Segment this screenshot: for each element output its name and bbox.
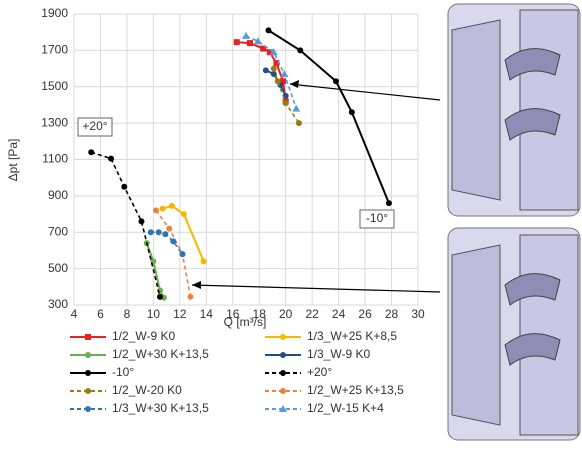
marker xyxy=(138,218,144,224)
legend-marker xyxy=(85,352,91,358)
x-tick-label: 30 xyxy=(411,307,425,321)
legend-item: -10° xyxy=(70,365,134,379)
marker xyxy=(88,149,94,155)
marker xyxy=(108,156,114,162)
legend-item: 1/2_W+25 K+13,5 xyxy=(265,383,404,397)
x-tick-label: 14 xyxy=(200,307,214,321)
legend-marker xyxy=(280,370,286,376)
legend-marker xyxy=(85,388,91,394)
marker xyxy=(349,109,355,115)
marker xyxy=(156,229,162,235)
y-axis-label: Δpt [Pa] xyxy=(6,139,20,182)
marker xyxy=(247,40,253,46)
marker xyxy=(153,207,159,213)
marker xyxy=(242,32,250,39)
x-tick-label: 4 xyxy=(71,307,78,321)
y-tick-label: 1300 xyxy=(41,115,68,129)
y-tick-label: 500 xyxy=(48,261,68,275)
x-tick-label: 26 xyxy=(358,307,372,321)
x-axis-label: Q [m³/s] xyxy=(224,315,267,329)
legend-label: 1/3_W-9 K0 xyxy=(307,347,370,361)
x-tick-label: 12 xyxy=(173,307,187,321)
legend-item: 1/2_W-9 K0 xyxy=(70,329,175,343)
y-tick-label: 1900 xyxy=(41,6,68,20)
legend-marker xyxy=(85,334,91,340)
legend-item: +20° xyxy=(265,365,332,379)
y-tick-label: 1700 xyxy=(41,43,68,57)
marker xyxy=(166,226,172,232)
legend-label: 1/2_W+30 K+13,5 xyxy=(112,347,209,361)
y-tick-label: 1100 xyxy=(42,152,68,166)
marker xyxy=(234,39,240,45)
legend-label: 1/2_W-15 K+4 xyxy=(307,401,384,415)
marker xyxy=(179,251,185,257)
marker xyxy=(283,100,289,106)
legend-item: 1/2_W-20 K0 xyxy=(70,383,182,397)
y-tick-label: 700 xyxy=(48,224,68,238)
legend-marker xyxy=(280,352,286,358)
legend-marker xyxy=(85,370,91,376)
legend-marker xyxy=(280,334,286,340)
annotation: -10° xyxy=(366,211,388,225)
marker xyxy=(271,66,277,72)
marker xyxy=(265,27,271,33)
marker xyxy=(297,47,303,53)
marker xyxy=(296,120,302,126)
y-tick-label: 900 xyxy=(48,188,68,202)
marker xyxy=(170,238,176,244)
x-tick-label: 28 xyxy=(385,307,399,321)
annotation: +20° xyxy=(82,119,107,133)
marker xyxy=(162,231,168,237)
marker xyxy=(386,200,392,206)
legend-label: +20° xyxy=(307,365,332,379)
y-tick-label: 1500 xyxy=(41,79,68,93)
legend-label: 1/2_W-9 K0 xyxy=(112,329,175,343)
legend-item: 1/2_W-15 K+4 xyxy=(265,401,384,415)
marker xyxy=(157,294,163,300)
x-tick-label: 20 xyxy=(279,307,293,321)
marker xyxy=(121,184,127,190)
legend-item: 1/3_W+30 K+13,5 xyxy=(70,401,209,415)
marker xyxy=(292,105,300,112)
x-tick-label: 24 xyxy=(332,307,346,321)
marker xyxy=(169,203,175,209)
arrow xyxy=(192,285,440,292)
marker xyxy=(263,67,269,73)
turbine-images xyxy=(448,4,580,440)
legend-item: 1/3_W-9 K0 xyxy=(265,347,370,361)
x-tick-label: 6 xyxy=(97,307,104,321)
legend-item: 1/2_W+30 K+13,5 xyxy=(70,347,209,361)
chart: 300 500 700 900 1100 1300 1500 1700 1900 4 6 8 10 12 1… xyxy=(0,0,582,450)
legend-label: -10° xyxy=(112,365,134,379)
legend-marker xyxy=(85,406,91,412)
legend-label: 1/3_W+25 K+8,5 xyxy=(307,329,397,343)
marker xyxy=(333,78,339,84)
plot-area: 300 500 700 900 1100 1300 1500 1700 1900 4 6 8 10 12 1… xyxy=(41,6,425,321)
legend-label: 1/2_W-20 K0 xyxy=(112,383,182,397)
legend-label: 1/3_W+30 K+13,5 xyxy=(112,401,209,415)
series-line xyxy=(268,30,388,203)
legend-label: 1/2_W+25 K+13,5 xyxy=(307,383,404,397)
x-tick-label: 10 xyxy=(147,307,161,321)
marker xyxy=(275,78,281,84)
x-tick-label: 22 xyxy=(305,307,319,321)
marker xyxy=(160,206,166,212)
legend-marker xyxy=(280,388,286,394)
marker xyxy=(280,70,288,77)
x-tick-label: 8 xyxy=(124,307,131,321)
marker xyxy=(201,258,207,264)
marker xyxy=(187,294,193,300)
marker xyxy=(181,211,187,217)
marker xyxy=(148,229,154,235)
series-line xyxy=(91,152,160,297)
arrow-head xyxy=(192,281,201,289)
y-tick-label: 300 xyxy=(48,297,68,311)
legend-item: 1/3_W+25 K+8,5 xyxy=(265,329,397,343)
